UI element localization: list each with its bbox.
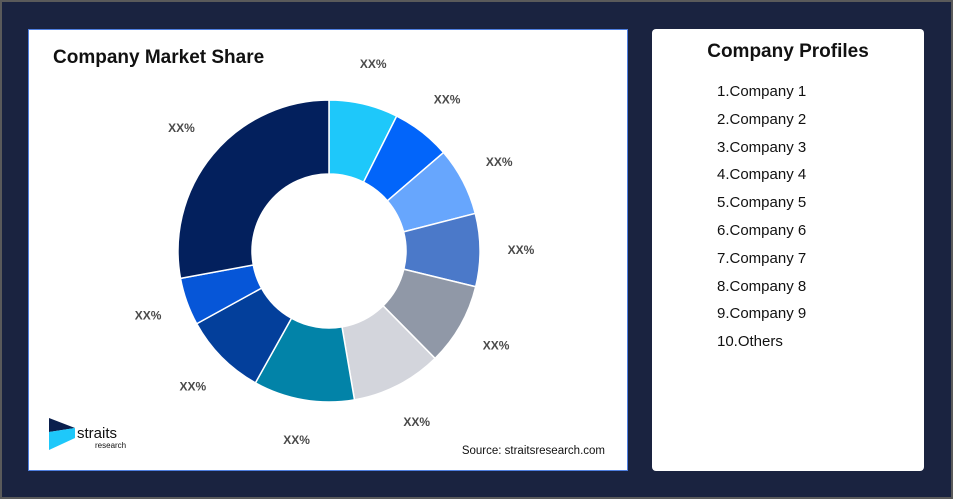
profile-item[interactable]: 7.Company 7 <box>717 249 807 267</box>
profile-item[interactable]: 6.Company 6 <box>717 221 807 239</box>
data-label: XX% <box>168 121 195 135</box>
profile-item[interactable]: 4.Company 4 <box>717 166 807 184</box>
profile-item[interactable]: 8.Company 8 <box>717 277 807 295</box>
data-label: XX% <box>483 339 510 353</box>
data-label: XX% <box>403 415 430 429</box>
data-label: XX% <box>283 433 310 447</box>
source-text: Source: straitsresearch.com <box>461 445 605 457</box>
chart-title: Company Market Share <box>53 47 265 68</box>
profiles-title: Company Profiles <box>707 41 869 62</box>
logo-text: straits <box>77 425 117 442</box>
profile-item[interactable]: 1.Company 1 <box>717 83 807 100</box>
chart-panel: Company Market Share XX% XX% XX% XX% XX% XX% X… <box>28 29 628 471</box>
company-profiles-panel: Company Profiles 1.Company 1 2.Company 2… <box>652 29 924 471</box>
logo-subtext: research <box>95 441 126 450</box>
data-label: XX% <box>434 93 461 107</box>
profile-item[interactable]: 9.Company 9 <box>717 305 807 323</box>
profile-item[interactable]: 2.Company 2 <box>717 110 807 128</box>
data-label: XX% <box>135 308 162 322</box>
profile-item[interactable]: 3.Company 3 <box>717 138 807 156</box>
donut-slice-10 <box>177 99 330 280</box>
straits-research-logo: straits research <box>49 418 139 452</box>
data-label: XX% <box>508 243 535 257</box>
profiles-list: 1.Company 1 2.Company 2 3.Company 3 4.Co… <box>717 81 806 359</box>
data-label: XX% <box>360 57 387 71</box>
data-label: XX% <box>486 155 513 169</box>
profile-item[interactable]: 10.Others <box>717 333 783 351</box>
donut-chart: XX% XX% XX% XX% XX% XX% XX% XX% XX% XX% <box>135 57 535 447</box>
profile-item[interactable]: 5.Company 5 <box>717 194 807 212</box>
data-label: XX% <box>179 379 206 393</box>
